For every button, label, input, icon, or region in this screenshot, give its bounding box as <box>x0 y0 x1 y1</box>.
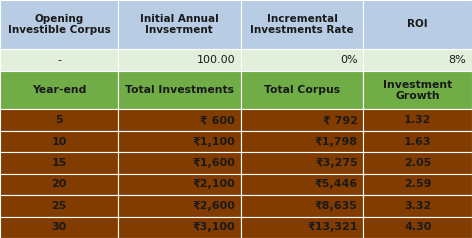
Text: ₹1,600: ₹1,600 <box>192 158 235 168</box>
Text: Initial Annual
Invsетment: Initial Annual Invsетment <box>140 14 219 35</box>
Text: Total Corpus: Total Corpus <box>264 85 340 95</box>
Text: ₹ 792: ₹ 792 <box>323 115 358 125</box>
Text: 3.32: 3.32 <box>404 201 431 211</box>
FancyBboxPatch shape <box>0 217 118 238</box>
FancyBboxPatch shape <box>363 0 472 49</box>
FancyBboxPatch shape <box>118 49 241 71</box>
Text: 1.63: 1.63 <box>404 137 431 147</box>
Text: ₹3,275: ₹3,275 <box>315 158 358 168</box>
FancyBboxPatch shape <box>363 49 472 71</box>
Text: ₹5,446: ₹5,446 <box>314 179 358 189</box>
FancyBboxPatch shape <box>363 71 472 109</box>
Text: 25: 25 <box>51 201 67 211</box>
FancyBboxPatch shape <box>241 217 363 238</box>
Text: 10: 10 <box>51 137 67 147</box>
Text: Incremental
Investments Rate: Incremental Investments Rate <box>250 14 354 35</box>
Text: ROI: ROI <box>407 19 428 30</box>
FancyBboxPatch shape <box>363 217 472 238</box>
FancyBboxPatch shape <box>241 71 363 109</box>
FancyBboxPatch shape <box>118 195 241 217</box>
Text: 5: 5 <box>55 115 63 125</box>
Text: 15: 15 <box>51 158 67 168</box>
FancyBboxPatch shape <box>118 71 241 109</box>
FancyBboxPatch shape <box>118 152 241 174</box>
FancyBboxPatch shape <box>363 152 472 174</box>
FancyBboxPatch shape <box>118 131 241 152</box>
FancyBboxPatch shape <box>241 0 363 49</box>
FancyBboxPatch shape <box>0 71 118 109</box>
Text: ₹3,100: ₹3,100 <box>193 222 235 232</box>
Text: ₹2,100: ₹2,100 <box>192 179 235 189</box>
Text: 4.30: 4.30 <box>404 222 431 232</box>
FancyBboxPatch shape <box>241 49 363 71</box>
FancyBboxPatch shape <box>363 174 472 195</box>
FancyBboxPatch shape <box>0 49 118 71</box>
FancyBboxPatch shape <box>363 109 472 131</box>
Text: ₹13,321: ₹13,321 <box>307 222 358 232</box>
Text: 0%: 0% <box>340 55 358 65</box>
FancyBboxPatch shape <box>118 0 241 49</box>
Text: ₹1,798: ₹1,798 <box>315 137 358 147</box>
FancyBboxPatch shape <box>241 174 363 195</box>
Text: 2.59: 2.59 <box>404 179 431 189</box>
FancyBboxPatch shape <box>0 152 118 174</box>
Text: Opening
Investible Corpus: Opening Investible Corpus <box>8 14 110 35</box>
Text: ₹ 600: ₹ 600 <box>200 115 235 125</box>
FancyBboxPatch shape <box>241 195 363 217</box>
FancyBboxPatch shape <box>0 0 118 49</box>
Text: Investment
Growth: Investment Growth <box>383 80 452 101</box>
FancyBboxPatch shape <box>118 217 241 238</box>
Text: ₹1,100: ₹1,100 <box>192 137 235 147</box>
FancyBboxPatch shape <box>241 152 363 174</box>
FancyBboxPatch shape <box>118 174 241 195</box>
Text: 2.05: 2.05 <box>404 158 431 168</box>
FancyBboxPatch shape <box>0 195 118 217</box>
FancyBboxPatch shape <box>363 131 472 152</box>
FancyBboxPatch shape <box>363 195 472 217</box>
Text: Total Investments: Total Investments <box>125 85 234 95</box>
Text: 1.32: 1.32 <box>404 115 431 125</box>
FancyBboxPatch shape <box>241 131 363 152</box>
FancyBboxPatch shape <box>0 174 118 195</box>
Text: 30: 30 <box>51 222 67 232</box>
Text: 20: 20 <box>51 179 67 189</box>
FancyBboxPatch shape <box>0 131 118 152</box>
FancyBboxPatch shape <box>241 109 363 131</box>
Text: 8%: 8% <box>448 55 466 65</box>
FancyBboxPatch shape <box>0 109 118 131</box>
Text: ₹8,635: ₹8,635 <box>315 201 358 211</box>
FancyBboxPatch shape <box>118 109 241 131</box>
Text: -: - <box>57 55 61 65</box>
Text: Year-end: Year-end <box>32 85 86 95</box>
Text: ₹2,600: ₹2,600 <box>192 201 235 211</box>
Text: 100.00: 100.00 <box>196 55 235 65</box>
